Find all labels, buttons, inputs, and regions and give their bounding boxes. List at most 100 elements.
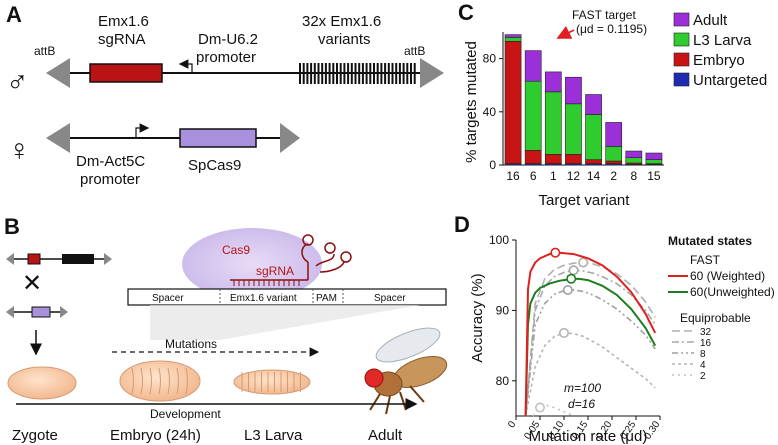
u6-promoter-label-line1: Dm-U6.2 — [198, 31, 258, 48]
adult-fly-image — [364, 327, 448, 415]
legend-swatch — [673, 32, 690, 47]
peak-marker — [568, 265, 579, 276]
panel-a: A Emx1.6 sgRNA Dm-U6.2 promoter 32x Emx1… — [6, 2, 444, 188]
line-series-16 — [524, 269, 656, 417]
bar-l3-larva — [544, 91, 562, 155]
legend-swatch — [673, 12, 690, 27]
mutations-label: Mutations — [165, 337, 217, 351]
act5c-label-line1: Dm-Act5C — [76, 153, 145, 170]
peak-marker — [558, 327, 569, 338]
construct-spacer-left: Spacer — [152, 293, 184, 304]
cas9-complex — [182, 228, 322, 300]
legend-label: Untargeted — [693, 72, 767, 89]
embryo-segment — [167, 367, 170, 395]
fast-target-arrow — [556, 25, 575, 39]
bar-l3-larva — [585, 114, 602, 160]
stage-zygote-label: Zygote — [12, 427, 58, 444]
peak-marker — [534, 402, 545, 413]
mini-female-left-terminal — [6, 306, 14, 318]
chart-c-ytick-label: 0 — [489, 158, 496, 172]
bar-adult — [565, 76, 582, 105]
female-left-terminal — [46, 123, 70, 153]
chart-c-xtick-label: 16 — [506, 169, 520, 183]
legend-label: 4 — [700, 360, 706, 371]
panel-c-letter: C — [458, 0, 474, 25]
act5c-promoter-arrow — [135, 123, 150, 138]
bar-embryo — [605, 160, 623, 164]
chart-d-legend-title: Mutated states — [668, 234, 752, 248]
attb-left-terminal — [46, 58, 70, 88]
chart-d-legend-fast: FAST — [690, 253, 721, 267]
embryo-segment — [131, 367, 134, 395]
u6-promoter-arrow — [178, 59, 193, 73]
sgrna-label-line1: Emx1.6 — [98, 13, 149, 30]
peak-marker — [566, 273, 577, 284]
line-series-8 — [524, 289, 656, 417]
sgrna-loop-3 — [340, 251, 352, 263]
chart-c-xtick-label: 2 — [610, 169, 617, 183]
mini-sgrna-block — [27, 253, 41, 265]
bar-l3-larva — [625, 157, 643, 164]
bar-adult — [585, 94, 602, 115]
sgrna-loop-1 — [302, 234, 314, 246]
embryo-segment — [176, 367, 179, 395]
stage-embryo-label: Embryo (24h) — [110, 427, 201, 444]
embryo-segment — [149, 367, 152, 395]
peak-marker — [562, 284, 573, 295]
peak-marker — [550, 247, 561, 258]
cas9-block — [179, 128, 257, 148]
panel-d: D Accuracy (%) Mutation rate (μd) m=100 … — [454, 212, 775, 445]
chart-d-ytick-label: 80 — [496, 374, 510, 388]
cas9-complex-label: Cas9 — [222, 243, 250, 257]
mini-male-right-terminal — [104, 253, 112, 265]
embryo-segment — [140, 367, 143, 395]
chart-c-annotation-2: (μd = 0.1195) — [576, 22, 647, 36]
act5c-label-line2: promoter — [80, 171, 140, 188]
mini-cas9-block — [31, 306, 51, 318]
chart-c-xtick-label: 6 — [530, 169, 537, 183]
attb-left-label: attB — [34, 44, 55, 58]
attb-right-terminal — [420, 58, 444, 88]
bar-adult — [524, 50, 542, 82]
bar-l3-larva — [565, 103, 582, 155]
legend-label: Embryo — [693, 52, 745, 69]
zygote-image — [7, 366, 77, 400]
legend-label: 32 — [700, 327, 712, 338]
chart-c-ylabel: % targets mutated — [463, 41, 480, 163]
male-symbol: ♂ — [6, 66, 29, 99]
legend-label: 2 — [700, 371, 706, 382]
larva-image — [233, 369, 311, 395]
mini-variant-block — [62, 254, 94, 264]
line-series-60-weighted- — [524, 251, 657, 417]
chart-c-legend: Adult L3 Larva Embryo Untargeted — [673, 12, 767, 89]
legend-label: 60 (Weighted) — [690, 269, 765, 283]
chart-c-xtick-label: 8 — [630, 169, 637, 183]
sgrna-complex-label: sgRNA — [256, 264, 294, 278]
chart-c-annotation-1: FAST target — [572, 8, 636, 22]
legend-label: 60(Unweighted) — [690, 285, 775, 299]
bar-l3-larva — [645, 159, 663, 164]
bar-l3-larva — [605, 146, 623, 162]
female-symbol: ♀ — [8, 134, 31, 167]
mini-male-left-terminal — [6, 253, 14, 265]
variant-array — [299, 63, 416, 84]
chart-c-ytick-label: 80 — [483, 52, 497, 66]
panel-c: C % targets mutated Target variant FAST … — [458, 0, 767, 209]
chart-d-ytick-label: 100 — [489, 233, 509, 247]
chart-d-ylabel: Accuracy (%) — [469, 273, 486, 362]
panel-b: B ✕ Cas9 sgRNA Spacer Emx1.6 variant PAM… — [4, 214, 448, 444]
sgrna-label-line2: sgRNA — [98, 31, 146, 48]
sgrna-teeth — [233, 280, 300, 286]
legend-swatch — [673, 72, 690, 87]
bar-l3-larva — [504, 37, 522, 42]
panel-b-letter: B — [4, 214, 20, 239]
chart-c-ytick-label: 40 — [483, 105, 497, 119]
stage-adult-label: Adult — [368, 427, 403, 444]
variants-label-line1: 32x Emx1.6 — [302, 13, 381, 30]
stage-larva-label: L3 Larva — [244, 427, 303, 444]
embryo-segment — [185, 367, 188, 395]
legend-label: L3 Larva — [693, 32, 752, 49]
variants-label-line2: variants — [318, 31, 371, 48]
chart-c-xtick-label: 14 — [587, 169, 601, 183]
cas9-label: SpCas9 — [188, 157, 241, 174]
